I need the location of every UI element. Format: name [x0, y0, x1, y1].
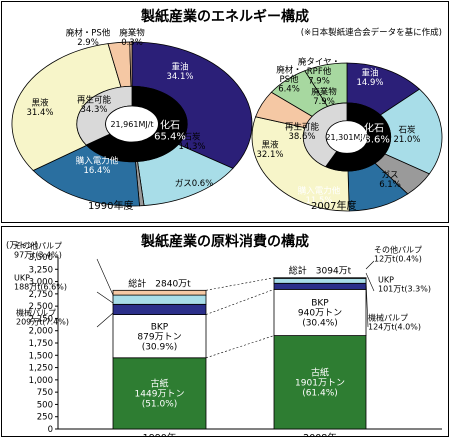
donut-inner-label: 再生可能 38.6% [285, 121, 320, 142]
bar-segment-機械パルプ [112, 303, 207, 315]
donut-outer-label: 黒液 31.4% [26, 97, 53, 118]
donut-hole [105, 105, 159, 143]
donut-inner-label: 化石 53.6% [358, 122, 390, 146]
donut-1990-caption: 1990年度 [88, 201, 134, 212]
donut-outer-label: 黒液 32.1% [256, 139, 283, 160]
energy-donut-charts: 21,961MJ/t 重油 34.1% 石炭 14.3% ガス0.6% 購入電力他 16.4%… [11, 27, 443, 212]
bar-segment-UKP [273, 277, 367, 284]
y-tick-label: 2,250 [29, 314, 53, 324]
donut-0: 21,961MJ/t 重油 34.1% 石炭 14.3% ガス0.6% 購入電力他 16.4%… [11, 27, 253, 207]
x-tick-label: 1990年 [143, 432, 177, 436]
y-unit-label: (万トン) [6, 241, 39, 251]
bar-segment-その他パルプ [112, 289, 207, 296]
leader-line [365, 278, 369, 328]
donut-hole [325, 120, 369, 154]
y-tick-label: 3,250 [29, 265, 53, 275]
leader-line [96, 312, 114, 328]
donut-outer-label: 石炭 14.3% [178, 132, 205, 152]
y-tick-label: 1,750 [29, 339, 53, 349]
y-tick-label: 2,000 [29, 327, 53, 337]
donut-outer-label: 廃材・ PS他 6.4% [276, 65, 302, 95]
donut-outer-label: 廃業物 0.3% [119, 27, 145, 48]
donut-outer-label: ガス 6.1% [379, 169, 401, 190]
y-tick-label: 1,500 [29, 351, 53, 361]
donut-outer-label: 購入電力他 16.4% [76, 155, 119, 176]
bar-segment-古紙 [112, 357, 207, 430]
y-tick-label: 250 [37, 413, 53, 423]
leader-line [365, 260, 375, 270]
bar-side-label: 機械パルプ 124万t(4.0%) [368, 313, 421, 332]
bar-segment-機械パルプ [273, 282, 367, 290]
bar-segment-label: 古紙 1449万トン(51.0%) [135, 377, 185, 409]
bar-segment-label: BKP 940万トン(30.4%) [298, 299, 342, 329]
y-tick-label: 750 [37, 388, 53, 398]
bar-connector [205, 277, 275, 291]
leader-line [365, 272, 375, 292]
donut-outer-label: 石炭 21.0% [393, 125, 420, 145]
bar-segment-BKP [112, 314, 207, 359]
y-tick-label: 3,500 [29, 253, 53, 263]
energy-panel: 製紙産業のエネルギー構成 (※日本製紙連合会データを基に作成) 21,961MJ… [1, 1, 449, 223]
bar-side-label: UKP 188万t(6.6%) [14, 274, 67, 292]
bar-side-label: 機械パルプ 209万t(7.4%) [16, 308, 69, 327]
leader-line [96, 258, 114, 296]
bar-total-label: 総計 3094万t [289, 265, 352, 277]
leader-line [96, 291, 114, 304]
bar-segment-その他パルプ [273, 277, 367, 279]
energy-title: 製紙産業のエネルギー構成 [141, 9, 309, 25]
bar-total-label: 総計 2840万t [128, 277, 191, 289]
bar-connector [205, 289, 275, 315]
y-tick-label: 2,750 [29, 290, 53, 300]
source-note: (※日本製紙連合会データを基に作成) [300, 28, 442, 38]
donut-outer-label: 廃業物 7.9% [311, 86, 337, 107]
bar-segment-label: 古紙 1901万トン(61.4%) [295, 366, 345, 398]
material-panel: 製紙産業の原料消費の構成 (万トン) 0 250 500 750 1,000 1,250 1… [1, 226, 449, 437]
bar-segment-UKP [112, 294, 207, 305]
donut-center-label: 21,301MJ/t [325, 133, 368, 142]
donut-outer-label: 重油 14.9% [356, 67, 383, 88]
donut-outer-label: 重油 34.1% [166, 61, 193, 82]
material-title: 製紙産業の原料消費の構成 [141, 234, 309, 250]
y-tick-label: 500 [37, 400, 53, 410]
bar-connector [205, 335, 275, 359]
bar-segment-古紙 [273, 335, 367, 430]
bar-segment-BKP [273, 288, 367, 336]
x-tick-label: 2008年 [303, 432, 337, 436]
donut-2007-caption: 2007年度 [311, 201, 357, 212]
bar-side-label: UKP 101万t(3.3%) [378, 276, 431, 294]
donut-inner-label: 化石 65.4% [154, 119, 186, 143]
bar-side-label: その他パルプ 12万t(0.4%) [374, 245, 422, 264]
donut-outer-label: ガス0.6% [175, 178, 214, 189]
y-tick-label: 1,000 [29, 376, 53, 386]
donut-1: 21,301MJ/t 重油 14.9% 石炭 21.0% ガス 6.1% 購入電力他 11.5%… [251, 57, 443, 212]
donut-inner-label: 再生可能 34.3% [77, 94, 112, 115]
y-tick-label: 2,500 [29, 302, 53, 312]
y-tick-label: 0 [48, 425, 53, 435]
bar-side-label: その他パルプ 97万t(3.4%) [14, 241, 62, 260]
donut-center-label: 21,961MJ/t [110, 120, 153, 129]
donut-outer-label: 廃材・PS他 2.9% [66, 27, 111, 48]
y-tick-label: 1,250 [29, 364, 53, 374]
material-stacked-bar-chart: 0 250 500 750 1,000 1,250 1,500 1,750 2,000 2,250… [14, 241, 442, 436]
y-tick-label: 3,000 [29, 278, 53, 288]
donut-outer-label: 購入電力他 11.5% [298, 185, 341, 206]
donut-outer-label: 廃タイヤ・ RPF他 7.9% [298, 57, 340, 87]
bar-segment-label: BKP 879万トン(30.9%) [137, 322, 181, 352]
